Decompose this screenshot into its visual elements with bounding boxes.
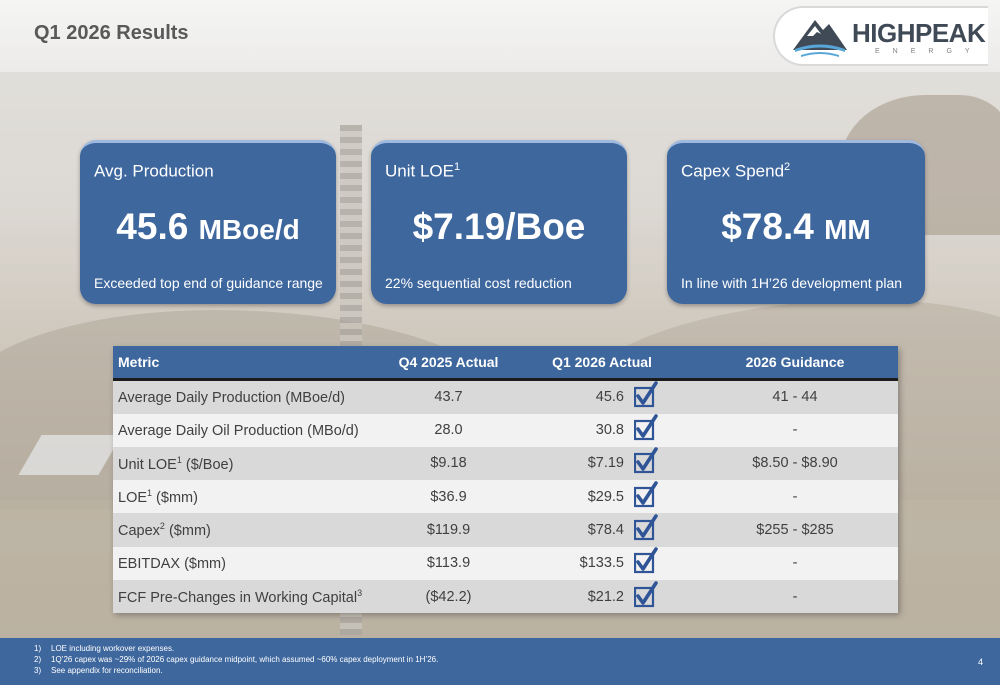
cell-q1-2026: $29.5 xyxy=(512,480,692,513)
checkmark-icon xyxy=(634,447,658,474)
cell-guidance: 41 - 44 xyxy=(772,389,818,405)
cell-q4-2025: $36.9 xyxy=(430,488,467,505)
cell-guidance: $8.50 - $8.90 xyxy=(752,455,838,472)
logo-subtext: ENERGY xyxy=(875,48,983,55)
card-title: Unit LOE1 xyxy=(385,161,461,181)
footnotes-bar: 1) LOE including workover expenses. 2) 1Q’… xyxy=(0,638,1000,685)
results-table: Metric Q4 2025 Actual Q1 2026 Actual 202… xyxy=(113,346,898,614)
cell-metric: LOE1 ($mm) xyxy=(118,487,198,506)
card-title: Avg. Production xyxy=(94,161,214,181)
card-value: 45.6 MBoe/d xyxy=(116,206,300,247)
table-row: EBITDAX ($mm) $113.9 $133.5 - xyxy=(113,546,898,580)
slide-header: Q1 2026 Results HIGHPEAK ENERGY xyxy=(0,0,1000,72)
cell-q4-2025: $119.9 xyxy=(426,522,471,539)
cell-metric: Average Daily Oil Production (MBo/d) xyxy=(118,423,359,440)
card-title: Capex Spend2 xyxy=(681,161,791,181)
header-metric: Metric xyxy=(113,346,385,381)
checkmark-icon xyxy=(634,480,658,507)
checkmark-icon xyxy=(634,580,658,607)
cell-q4-2025: 43.7 xyxy=(434,389,463,405)
cell-metric: Capex2 ($mm) xyxy=(118,521,211,539)
cell-q1-2026: $7.19 xyxy=(512,447,692,480)
table-row: LOE1 ($mm) $36.9 $29.5 - xyxy=(113,480,898,514)
table-row: Average Daily Production (MBoe/d) 43.7 45.… xyxy=(113,379,898,414)
footnote-2: 2) 1Q’26 capex was ~29% of 2026 capex gui… xyxy=(34,655,439,664)
header-q1-2026: Q1 2026 Actual xyxy=(512,346,692,381)
cell-q4-2025: 28.0 xyxy=(434,422,463,439)
table-row: Unit LOE1 ($/Boe) $9.18 $7.19 $8.50 - $8.90 xyxy=(113,446,898,481)
cell-metric: EBITDAX ($mm) xyxy=(118,556,226,573)
card-avg-production: Avg. Production 45.6 MBoe/d Exceeded top… xyxy=(80,140,336,304)
cell-metric: Average Daily Production (MBoe/d) xyxy=(118,389,346,406)
card-note: 22% sequential cost reduction xyxy=(385,275,572,291)
cell-q1-2026: 30.8 xyxy=(512,414,692,447)
table-header-row: Metric Q4 2025 Actual Q1 2026 Actual 202… xyxy=(113,346,898,381)
cell-q4-2025: $9.18 xyxy=(430,455,467,472)
cell-q1-2026: $78.4 xyxy=(512,513,692,546)
card-note: In line with 1H’26 development plan xyxy=(681,275,903,291)
cell-metric: FCF Pre-Changes in Working Capital3 xyxy=(118,587,363,606)
table-row: Capex2 ($mm) $119.9 $78.4 $255 - $285 xyxy=(113,513,898,547)
table-row: FCF Pre-Changes in Working Capital3 ($42.… xyxy=(113,579,898,614)
mountain-logo-icon xyxy=(793,20,847,57)
cell-q1-2026: $133.5 xyxy=(512,547,692,580)
cell-q1-2026: $21.2 xyxy=(512,580,692,613)
cell-guidance: - xyxy=(792,555,798,572)
cell-metric: Unit LOE1 ($/Boe) xyxy=(118,454,234,473)
checkmark-icon xyxy=(634,514,658,541)
card-value: $78.4 MM xyxy=(721,206,871,247)
checkmark-icon xyxy=(634,414,658,441)
cell-guidance: - xyxy=(792,488,798,505)
table-row: Average Daily Oil Production (MBo/d) 28.0… xyxy=(113,413,898,447)
card-value: $7.19/Boe xyxy=(412,206,586,247)
slide-title: Q1 2026 Results xyxy=(34,22,189,44)
card-note: Exceeded top end of guidance range xyxy=(94,275,323,291)
cell-guidance: - xyxy=(792,588,798,605)
logo-wordmark: HIGHPEAK xyxy=(852,18,986,48)
checkmark-icon xyxy=(634,547,658,574)
footnote-3: 3) See appendix for reconciliation. xyxy=(34,666,163,675)
page-number: 4 xyxy=(978,657,984,667)
cell-q1-2026: 45.6 xyxy=(512,379,692,414)
cell-guidance: $255 - $285 xyxy=(756,522,834,539)
company-logo: HIGHPEAK ENERGY xyxy=(773,6,988,66)
card-capex-spend: Capex Spend2 $78.4 MM In line with 1H’26… xyxy=(667,140,925,304)
header-guidance: 2026 Guidance xyxy=(692,346,898,381)
card-unit-loe: Unit LOE1 $7.19/Boe 22% sequential cost … xyxy=(371,140,627,304)
cell-guidance: - xyxy=(792,422,798,439)
cell-q4-2025: $113.9 xyxy=(426,555,471,572)
footnote-1: 1) LOE including workover expenses. xyxy=(34,644,175,653)
header-q4-2025: Q4 2025 Actual xyxy=(385,346,512,381)
drilling-rig-image xyxy=(340,125,362,635)
checkmark-icon xyxy=(634,381,658,408)
cell-q4-2025: ($42.2) xyxy=(425,588,472,605)
